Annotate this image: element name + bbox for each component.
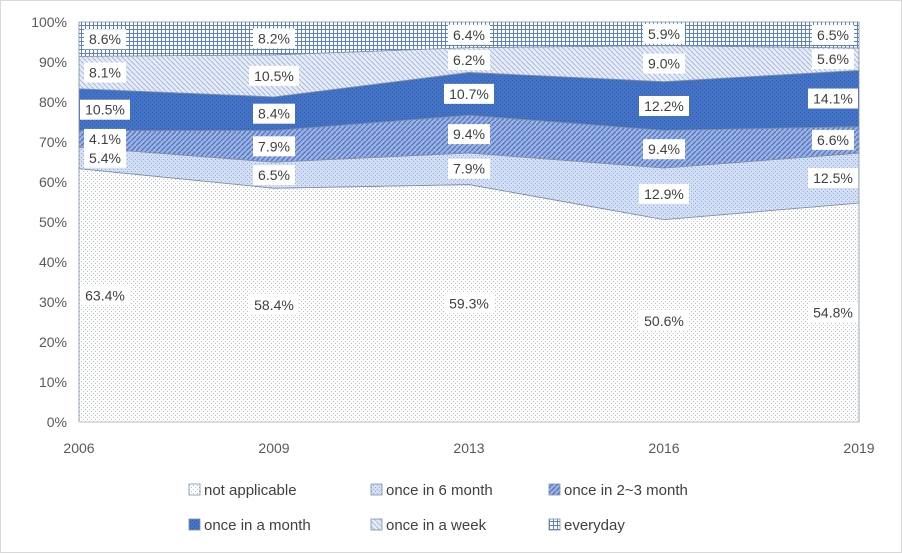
data-label: 10.5%: [85, 102, 125, 118]
data-label-bg: [253, 103, 295, 124]
y-tick-label: 80%: [39, 94, 67, 110]
data-label-bg: [643, 23, 685, 44]
data-label: 7.9%: [453, 161, 485, 177]
data-label: 6.2%: [453, 52, 485, 68]
data-label-bg: [639, 183, 689, 204]
x-tick-label: 2006: [63, 440, 94, 456]
legend-label: everyday: [564, 517, 625, 534]
data-label-bg: [812, 24, 854, 45]
data-label: 59.3%: [449, 295, 489, 311]
data-label-bg: [253, 165, 295, 186]
data-label-bg: [812, 49, 854, 70]
data-label: 50.6%: [644, 313, 684, 329]
data-label: 8.1%: [89, 65, 121, 81]
data-label-bg: [639, 310, 689, 331]
data-label-bg: [249, 65, 299, 86]
y-tick-label: 30%: [39, 294, 67, 310]
y-tick-label: 50%: [39, 214, 67, 230]
data-label: 12.9%: [644, 186, 684, 202]
data-label-bg: [84, 147, 126, 168]
data-label-bg: [808, 302, 858, 323]
data-label: 9.4%: [453, 126, 485, 142]
data-label-bg: [448, 158, 490, 179]
data-label: 7.9%: [258, 138, 290, 154]
data-label-bg: [812, 129, 854, 150]
data-label-bg: [84, 128, 126, 149]
data-label-bg: [639, 96, 689, 116]
legend-label: once in a month: [204, 517, 311, 534]
data-label-bg: [643, 139, 685, 160]
data-label-bg: [448, 24, 490, 45]
data-label: 6.5%: [258, 167, 290, 183]
data-label: 10.5%: [254, 68, 294, 84]
data-label-bg: [80, 99, 130, 120]
legend-swatch: [370, 483, 383, 496]
data-label: 63.4%: [85, 287, 125, 303]
data-label-bg: [444, 293, 494, 314]
legend-swatch: [548, 518, 561, 531]
data-label: 6.6%: [817, 132, 849, 148]
data-label: 5.6%: [817, 51, 849, 67]
data-label-bg: [253, 136, 295, 157]
data-label: 9.0%: [648, 56, 680, 72]
y-tick-label: 60%: [39, 174, 67, 190]
data-label: 5.4%: [89, 150, 121, 166]
legend-swatch: [370, 518, 383, 531]
data-label-bg: [448, 124, 490, 145]
legend-label: once in 2~3 month: [564, 482, 688, 499]
data-label: 8.4%: [258, 106, 290, 122]
data-label: 8.2%: [258, 30, 290, 46]
x-tick-label: 2013: [453, 440, 484, 456]
data-label: 14.1%: [813, 91, 853, 107]
data-label-bg: [808, 88, 858, 109]
data-label-bg: [444, 83, 494, 104]
y-tick-label: 0%: [47, 414, 67, 430]
y-tick-label: 70%: [39, 134, 67, 150]
data-label: 6.4%: [453, 27, 485, 43]
data-label: 6.5%: [817, 27, 849, 43]
data-label: 58.4%: [254, 297, 294, 313]
data-label-bg: [84, 62, 126, 83]
data-label: 5.9%: [648, 26, 680, 42]
y-tick-label: 40%: [39, 254, 67, 270]
data-label-bg: [808, 168, 858, 189]
data-label-bg: [84, 29, 126, 50]
data-label: 9.4%: [648, 141, 680, 157]
data-label: 12.2%: [644, 98, 684, 114]
data-label: 12.5%: [813, 170, 853, 186]
x-tick-label: 2009: [258, 440, 289, 456]
legend-label: once in a week: [386, 517, 487, 534]
data-label-bg: [249, 295, 299, 316]
legend-label: once in 6 month: [386, 482, 493, 499]
data-label: 8.6%: [89, 31, 121, 47]
data-label-bg: [80, 285, 130, 306]
data-label-bg: [448, 50, 490, 71]
legend-label: not applicable: [204, 482, 297, 499]
data-label-bg: [253, 28, 295, 49]
legend-swatch: [188, 483, 201, 496]
x-tick-label: 2019: [843, 440, 874, 456]
y-tick-label: 90%: [39, 54, 67, 70]
x-tick-label: 2016: [648, 440, 679, 456]
data-label: 4.1%: [89, 131, 121, 147]
y-tick-label: 10%: [39, 374, 67, 390]
data-label: 10.7%: [449, 86, 489, 102]
data-label: 54.8%: [813, 305, 853, 321]
legend-swatch: [188, 518, 201, 531]
y-tick-label: 100%: [31, 14, 67, 30]
legend-swatch: [548, 483, 561, 496]
data-label-bg: [643, 53, 685, 74]
y-tick-label: 20%: [39, 334, 67, 350]
